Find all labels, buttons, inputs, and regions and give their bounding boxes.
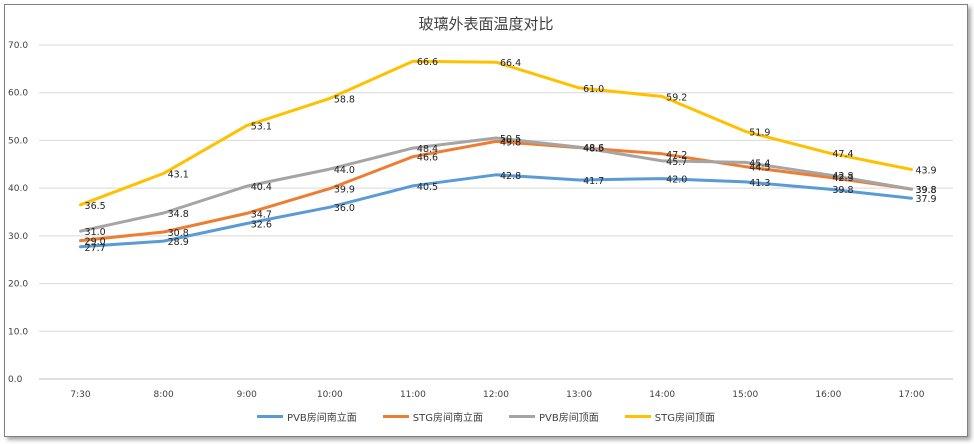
y-tick-label: 20.0	[8, 280, 28, 290]
y-tick-label: 50.0	[8, 136, 28, 146]
legend-item: STG房间南立面	[382, 409, 483, 424]
data-label: 34.7	[251, 209, 272, 220]
x-tick-label: 13:00	[566, 390, 592, 400]
data-label: 28.9	[168, 237, 189, 248]
x-tick-label: 9:00	[237, 390, 257, 400]
legend-label: PVB房间南立面	[287, 413, 357, 424]
data-label: 29.0	[85, 237, 106, 248]
data-label: 48.5	[583, 144, 604, 155]
data-label: 40.4	[251, 182, 272, 193]
legend-swatch	[382, 415, 409, 418]
data-label: 42.3	[832, 173, 853, 184]
x-tick-label: 10:00	[317, 390, 343, 400]
legend-item: PVB房间顶面	[509, 409, 599, 424]
y-tick-label: 40.0	[8, 184, 28, 194]
x-tick-label: 11:00	[400, 390, 426, 400]
data-label: 31.0	[85, 227, 106, 238]
series-line	[79, 173, 913, 249]
data-label: 27.7	[85, 243, 106, 254]
data-label: 37.9	[915, 194, 936, 205]
x-tick-label: 17:00	[898, 390, 924, 400]
series-line	[79, 139, 913, 243]
legend-swatch	[257, 415, 284, 418]
x-tick-label: 7:30	[70, 390, 90, 400]
legend-label: PVB房间顶面	[539, 413, 599, 424]
data-label: 45.7	[666, 157, 687, 168]
legend-item: PVB房间南立面	[257, 409, 357, 424]
legend-swatch	[624, 415, 651, 418]
data-label: 41.3	[749, 178, 770, 189]
data-label: 41.7	[583, 176, 604, 187]
x-tick-label: 12:00	[483, 390, 509, 400]
series-line	[79, 136, 913, 233]
chart-legend: PVB房间南立面 STG房间南立面 PVB房间顶面 STG房间顶面	[5, 409, 967, 424]
legend-label: STG房间南立面	[412, 413, 483, 424]
data-label: 50.5	[500, 134, 521, 145]
chart-frame: 玻璃外表面温度对比 0.0 10.0 20.0 30.0 40.0 50.0 60.0 70.…	[4, 4, 968, 437]
data-label: 39.8	[915, 185, 936, 196]
data-label: 30.8	[168, 228, 189, 239]
data-label: 44.5	[749, 163, 770, 174]
data-label: 58.8	[334, 94, 355, 105]
data-label: 42.0	[666, 175, 687, 186]
y-tick-label: 70.0	[8, 41, 28, 51]
data-label: 39.9	[334, 185, 355, 196]
data-label: 44.0	[334, 165, 355, 176]
y-tick-label: 10.0	[8, 327, 28, 337]
data-label: 49.8	[500, 137, 521, 148]
data-label: 36.5	[85, 201, 106, 212]
data-label: 43.9	[915, 166, 936, 177]
legend-swatch	[509, 415, 535, 418]
data-label: 36.0	[334, 203, 355, 214]
data-label: 43.1	[168, 169, 189, 180]
legend-item: STG房间顶面	[624, 409, 715, 424]
data-label: 66.6	[417, 57, 438, 68]
x-tick-label: 15:00	[732, 390, 758, 400]
series-line	[79, 59, 913, 207]
chart-title: 玻璃外表面温度对比	[418, 15, 554, 33]
data-label: 53.1	[251, 122, 272, 133]
data-label: 39.8	[832, 185, 853, 196]
data-label: 47.2	[666, 150, 687, 161]
data-label: 48.6	[583, 143, 604, 154]
data-label: 39.8	[915, 185, 936, 196]
legend-label: STG房间顶面	[654, 413, 715, 424]
line-chart-plot: 0.0 10.0 20.0 30.0 40.0 50.0 60.0 70.0 7:30 8:00 9…	[8, 41, 953, 400]
data-label: 59.2	[666, 93, 687, 104]
data-label: 42.8	[832, 171, 853, 182]
y-tick-label: 0.0	[8, 375, 23, 385]
data-label: 34.8	[168, 209, 189, 220]
x-tick-label: 8:00	[154, 390, 174, 400]
y-tick-label: 30.0	[8, 232, 28, 242]
data-label: 40.5	[417, 182, 438, 193]
data-label: 51.9	[749, 127, 770, 138]
y-tick-label: 60.0	[8, 89, 28, 99]
data-label: 32.6	[251, 219, 272, 230]
data-label: 46.6	[417, 153, 438, 164]
data-label: 66.4	[500, 58, 521, 69]
x-tick-label: 14:00	[649, 390, 675, 400]
data-label: 42.8	[500, 171, 521, 182]
data-label: 47.4	[832, 149, 853, 160]
x-tick-label: 16:00	[815, 390, 841, 400]
data-label: 48.4	[417, 144, 438, 155]
data-label: 61.0	[583, 84, 604, 95]
data-label: 45.4	[749, 158, 770, 169]
